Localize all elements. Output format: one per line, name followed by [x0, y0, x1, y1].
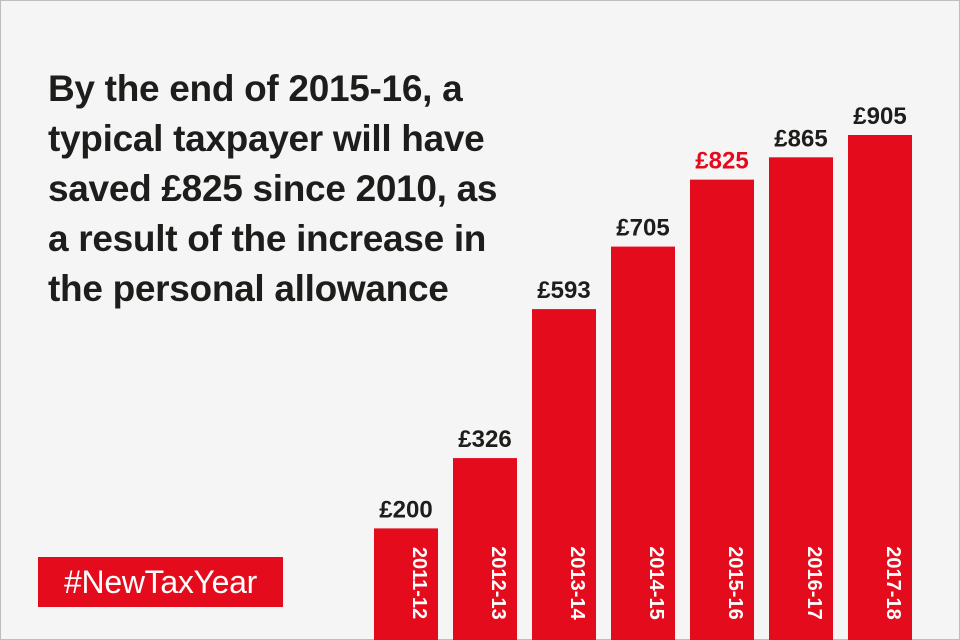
- value-label-2017-18: £905: [853, 103, 906, 130]
- category-label-2017-18: 2017-18: [882, 546, 904, 619]
- headline: By the end of 2015-16, a typical taxpaye…: [48, 68, 498, 309]
- bar-2012-13: [453, 458, 517, 640]
- bar-2015-16: [690, 179, 754, 640]
- hashtag-badge: #NewTaxYear: [38, 557, 283, 607]
- value-label-2015-16: £825: [695, 148, 748, 175]
- value-label-2014-15: £705: [616, 215, 669, 242]
- bar-2014-15: [611, 246, 675, 640]
- category-label-2016-17: 2016-17: [803, 546, 825, 619]
- category-label-2014-15: 2014-15: [645, 546, 667, 619]
- category-label-2012-13: 2012-13: [487, 546, 509, 619]
- category-label-2013-14: 2013-14: [566, 546, 588, 620]
- category-label-2015-16: 2015-16: [724, 546, 746, 619]
- bar-2011-12: [374, 528, 438, 640]
- value-label-2012-13: £326: [458, 426, 511, 453]
- value-label-2016-17: £865: [774, 125, 827, 152]
- bar-2013-14: [532, 309, 596, 640]
- category-label-2011-12: 2011-12: [408, 547, 430, 619]
- bar-2016-17: [769, 157, 833, 640]
- bar-2017-18: [848, 135, 912, 640]
- value-label-2011-12: £200: [379, 496, 432, 523]
- value-label-2013-14: £593: [537, 277, 590, 304]
